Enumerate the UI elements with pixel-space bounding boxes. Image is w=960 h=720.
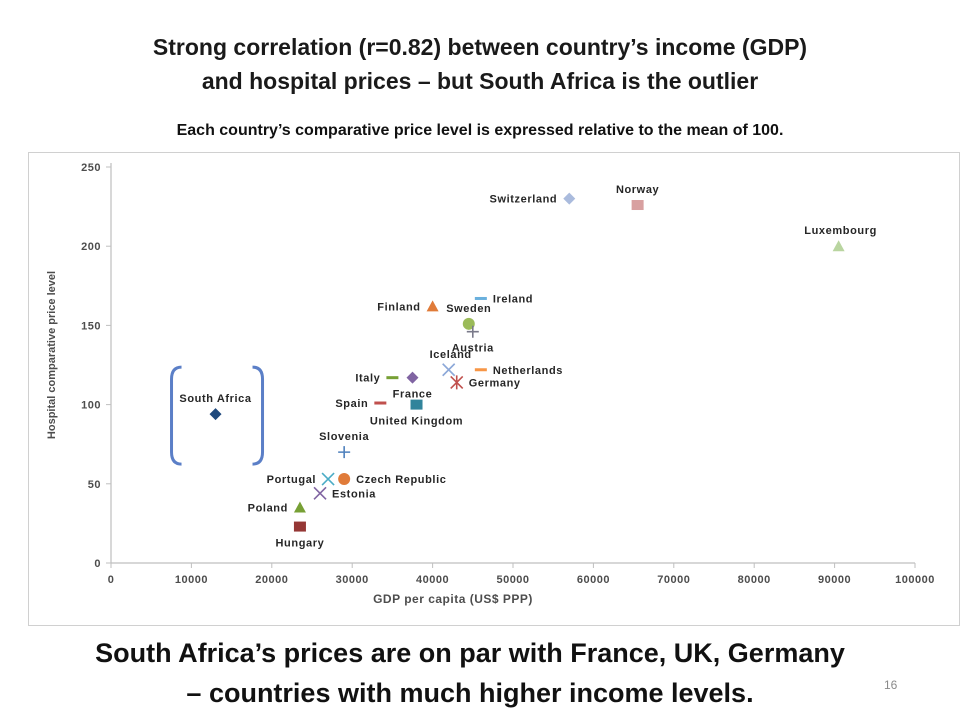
point-label-austria: Austria	[452, 343, 494, 355]
point-label-luxembourg: Luxembourg	[804, 225, 877, 237]
marker-slovenia	[338, 446, 351, 459]
point-label-sweden: Sweden	[446, 303, 491, 315]
point-label-south-africa: South Africa	[179, 393, 251, 405]
point-label-czech-republic: Czech Republic	[356, 474, 446, 486]
slide-conclusion: South Africa’s prices are on par with Fr…	[0, 633, 940, 713]
x-tick-label: 90000	[818, 574, 851, 586]
slide-title: Strong correlation (r=0.82) between coun…	[0, 30, 960, 98]
y-tick-label: 0	[94, 558, 101, 570]
marker-iceland	[442, 363, 456, 377]
marker-czech-republic	[338, 473, 351, 486]
bracket-left	[170, 365, 182, 466]
point-label-iceland: Iceland	[430, 349, 472, 361]
marker-poland	[293, 501, 306, 513]
scatter-chart: 0 50 100 150 200 250 0 10000 20000 30000 40000 5000…	[46, 162, 935, 606]
x-tick-label: 40000	[416, 574, 449, 586]
marker-italy	[386, 376, 399, 380]
x-tick-label: 100000	[895, 574, 935, 586]
marker-hungary	[293, 521, 306, 532]
marker-portugal	[321, 472, 335, 486]
point-label-finland: Finland	[377, 301, 420, 313]
marker-austria	[466, 325, 479, 338]
marker-switzerland	[563, 192, 576, 205]
marker-estonia	[313, 486, 327, 500]
marker-united-kingdom	[410, 399, 423, 410]
marker-finland	[426, 300, 439, 312]
point-label-spain: Spain	[335, 398, 368, 410]
x-tick-label: 80000	[738, 574, 771, 586]
point-label-germany: Germany	[469, 377, 521, 389]
y-tick-label: 250	[81, 162, 101, 174]
y-tick-label: 50	[88, 479, 101, 491]
slide-subtitle: Each country’s comparative price level i…	[176, 122, 784, 139]
slide-title-line1: Strong correlation (r=0.82) between coun…	[152, 34, 808, 60]
x-tick-label: 60000	[577, 574, 610, 586]
y-axis-title: Hospital comparative price level	[46, 271, 58, 439]
point-label-hungary: Hungary	[276, 538, 325, 550]
point-label-norway: Norway	[616, 184, 660, 196]
point-label-estonia: Estonia	[332, 488, 376, 500]
x-tick-label: 10000	[175, 574, 208, 586]
point-label-france: France	[393, 389, 433, 401]
point-label-slovenia: Slovenia	[319, 431, 369, 443]
point-label-switzerland: Switzerland	[490, 194, 558, 206]
marker-norway	[631, 200, 644, 211]
marker-netherlands	[474, 368, 487, 372]
x-tick-label: 70000	[657, 574, 690, 586]
x-tick-label: 0	[108, 574, 115, 586]
marker-spain	[374, 401, 387, 405]
x-tick-label: 30000	[336, 574, 369, 586]
page-number: 16	[884, 678, 898, 692]
y-tick-label: 200	[81, 241, 101, 253]
marker-ireland	[474, 296, 487, 300]
marker-sweden	[462, 317, 475, 330]
slide-conclusion-line2: – countries with much higher income leve…	[186, 678, 754, 708]
y-tick-label: 100	[81, 400, 101, 412]
x-tick-label: 50000	[496, 574, 529, 586]
point-label-italy: Italy	[355, 373, 380, 385]
bracket-right	[252, 365, 265, 466]
marker-germany	[450, 375, 464, 390]
point-label-portugal: Portugal	[267, 474, 316, 486]
point-label-poland: Poland	[248, 503, 288, 515]
point-label-netherlands: Netherlands	[493, 365, 563, 377]
slide-title-line2: and hospital prices – but South Africa i…	[201, 68, 759, 94]
marker-luxembourg	[832, 240, 845, 252]
point-label-ireland: Ireland	[493, 293, 533, 305]
y-tick-label: 150	[81, 320, 101, 332]
point-label-united-kingdom: United Kingdom	[370, 416, 463, 428]
x-axis-title: GDP per capita (US$ PPP)	[373, 592, 533, 606]
slide-conclusion-line1: South Africa’s prices are on par with Fr…	[95, 638, 845, 668]
x-tick-label: 20000	[255, 574, 288, 586]
chart-panel: 0 50 100 150 200 250 0 10000 20000 30000 40000 5000…	[28, 152, 960, 626]
marker-france	[406, 371, 419, 384]
marker-south-africa	[209, 408, 222, 421]
